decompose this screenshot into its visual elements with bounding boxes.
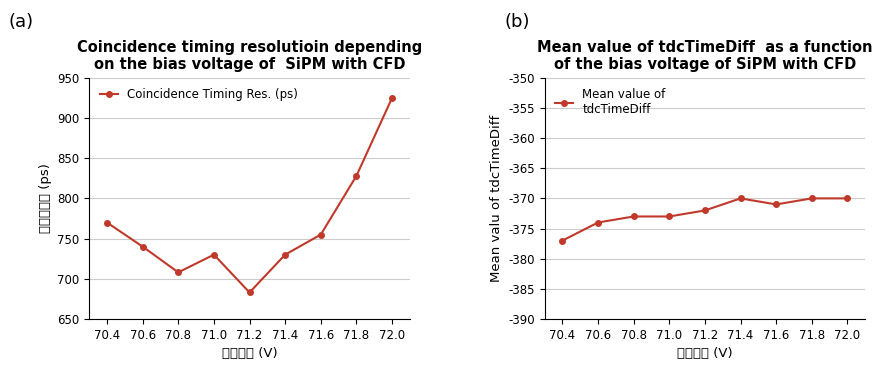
Mean value of
tdcTimeDiff — [557, 238, 567, 243]
X-axis label: 공급전압 (V): 공급전압 (V) — [222, 347, 277, 360]
Mean value of
tdcTimeDiff — [806, 196, 817, 201]
Coincidence Timing Res. (ps) — [137, 244, 148, 249]
Coincidence Timing Res. (ps) — [280, 252, 291, 257]
Mean value of
tdcTimeDiff — [664, 214, 674, 219]
Coincidence Timing Res. (ps) — [102, 220, 112, 225]
Y-axis label: Mean valu of tdcTimeDiff: Mean valu of tdcTimeDiff — [490, 115, 503, 282]
Coincidence Timing Res. (ps) — [244, 290, 255, 295]
Mean value of
tdcTimeDiff — [699, 208, 710, 213]
Coincidence Timing Res. (ps) — [316, 232, 326, 237]
Coincidence Timing Res. (ps) — [209, 252, 219, 257]
Mean value of
tdcTimeDiff — [771, 202, 781, 207]
Mean value of
tdcTimeDiff — [842, 196, 853, 201]
Title: Coincidence timing resolutioin depending
on the bias voltage of  SiPM with CFD: Coincidence timing resolutioin depending… — [77, 40, 422, 72]
Mean value of
tdcTimeDiff — [628, 214, 639, 219]
X-axis label: 공급전압 (V): 공급전압 (V) — [677, 347, 732, 360]
Text: (b): (b) — [504, 13, 530, 31]
Coincidence Timing Res. (ps) — [387, 96, 398, 100]
Line: Mean value of
tdcTimeDiff: Mean value of tdcTimeDiff — [559, 196, 850, 244]
Text: (a): (a) — [9, 13, 34, 31]
Coincidence Timing Res. (ps) — [173, 270, 184, 275]
Line: Coincidence Timing Res. (ps): Coincidence Timing Res. (ps) — [104, 95, 395, 295]
Legend: Mean value of
tdcTimeDiff: Mean value of tdcTimeDiff — [550, 84, 670, 121]
Coincidence Timing Res. (ps) — [351, 173, 362, 178]
Mean value of
tdcTimeDiff — [735, 196, 746, 201]
Y-axis label: 시간분해능 (ps): 시간분해능 (ps) — [38, 163, 52, 233]
Legend: Coincidence Timing Res. (ps): Coincidence Timing Res. (ps) — [95, 84, 302, 106]
Title: Mean value of tdcTimeDiff  as a function
of the bias voltage of SiPM with CFD: Mean value of tdcTimeDiff as a function … — [537, 40, 872, 72]
Mean value of
tdcTimeDiff — [592, 220, 603, 225]
